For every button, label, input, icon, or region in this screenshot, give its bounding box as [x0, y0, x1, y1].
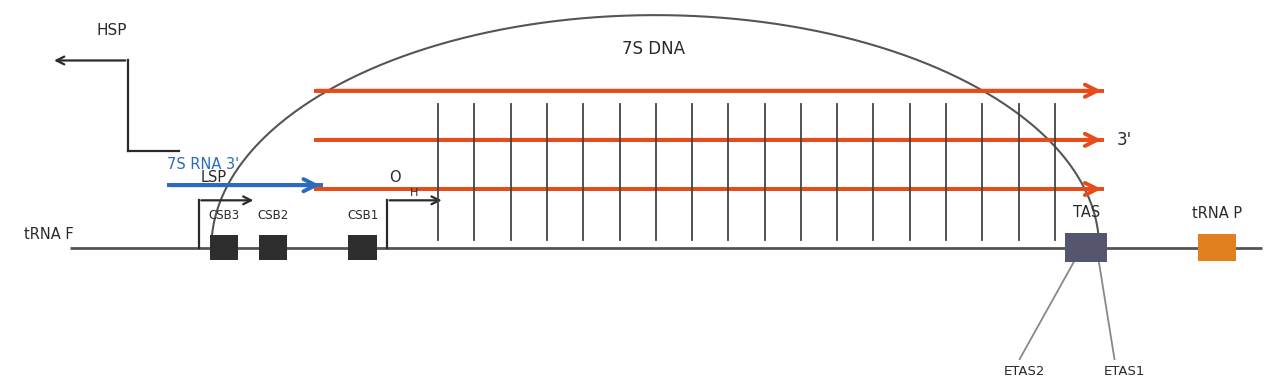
Text: 7S DNA: 7S DNA	[621, 40, 685, 58]
Bar	[348, 235, 377, 260]
Text: H: H	[410, 188, 419, 198]
Bar	[1065, 233, 1107, 262]
Text: CSB2: CSB2	[257, 209, 288, 222]
Text: CSB1: CSB1	[347, 209, 378, 222]
Text: 7S RNA 3': 7S RNA 3'	[167, 157, 238, 172]
Text: ETAS2: ETAS2	[1004, 365, 1045, 378]
Text: tRNA P: tRNA P	[1191, 206, 1243, 221]
Text: HSP: HSP	[96, 23, 127, 38]
Text: 3': 3'	[1117, 131, 1132, 149]
Text: LSP: LSP	[201, 170, 227, 185]
Text: O: O	[389, 170, 401, 185]
Bar	[1198, 234, 1236, 261]
Text: tRNA F: tRNA F	[24, 227, 73, 242]
Bar	[210, 235, 238, 260]
Bar	[259, 235, 287, 260]
Text: ETAS1: ETAS1	[1104, 365, 1145, 378]
Text: CSB3: CSB3	[209, 209, 240, 222]
Text: TAS: TAS	[1072, 204, 1100, 220]
